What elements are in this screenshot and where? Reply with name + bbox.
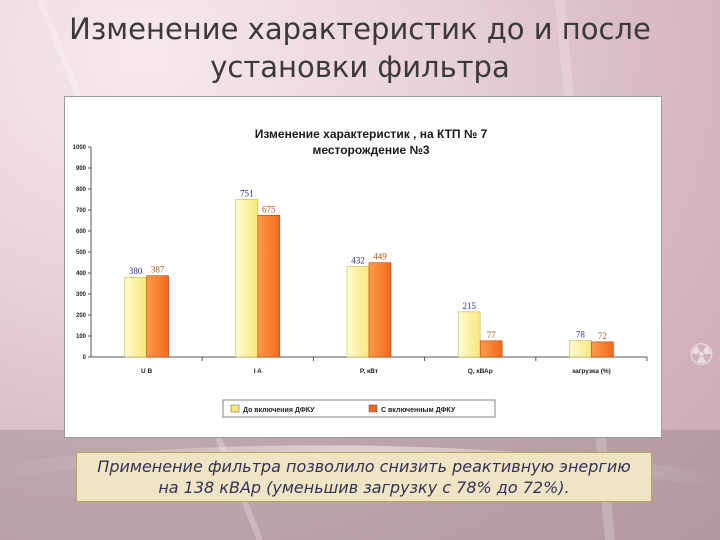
y-tick-label: 400 (76, 271, 87, 277)
y-tick-label: 500 (76, 250, 87, 256)
legend-swatch (230, 404, 240, 413)
bar-1 (569, 340, 592, 358)
y-tick-label: 900 (76, 166, 87, 172)
y-tick-label: 200 (76, 313, 87, 319)
category-label: U B (141, 368, 153, 375)
chart-title-line1: Изменение характеристик , на КТП № 7 (255, 127, 488, 141)
chart-frame: Изменение характеристик , на КТП № 7 мес… (64, 96, 662, 438)
bar-1 (346, 265, 370, 358)
data-label: 72 (598, 331, 607, 341)
category-label: Q, кВАр (468, 368, 493, 375)
bar-2 (257, 214, 281, 358)
legend-label: До включения ДФКУ (243, 407, 315, 414)
category-label: загрузка (%) (572, 368, 611, 375)
data-label: 380 (129, 266, 143, 276)
radiation-symbol-icon: ☢ (688, 339, 715, 372)
y-tick-label: 600 (76, 229, 87, 235)
slide-title-line1: Изменение характеристик до и после (69, 12, 651, 46)
y-tick-label: 0 (83, 355, 87, 361)
category-label: I A (254, 368, 262, 375)
slide-title: Изменение характеристик до и после устан… (0, 10, 720, 86)
bar-1 (457, 311, 481, 358)
y-tick-label: 800 (76, 187, 87, 193)
y-tick-label: 700 (76, 208, 87, 214)
plot-area: 0 100 200 300 400 500 600 700 800 900 1000 380 387 U … (73, 145, 648, 375)
slide-title-line2: установки фильтра (210, 50, 510, 84)
data-label: 449 (373, 252, 387, 262)
y-tick-label: 100 (76, 334, 87, 340)
bar-1 (235, 198, 259, 358)
chart-legend: До включения ДФКУ С включенным ДФКУ (222, 399, 496, 418)
data-label: 751 (240, 188, 254, 198)
bar-2 (591, 341, 614, 358)
data-label: 387 (151, 265, 165, 275)
data-label: 675 (262, 204, 276, 214)
conclusion-note: Применение фильтра позволило снизить реа… (76, 452, 652, 502)
chart-title-line2: месторождение №3 (312, 143, 429, 157)
bar-2 (479, 340, 503, 358)
bar-2 (146, 275, 169, 358)
bar-1 (124, 276, 147, 358)
legend-box (222, 399, 496, 418)
bar-chart: Изменение характеристик , на КТП № 7 мес… (73, 127, 648, 418)
category-label: P, кВт (360, 368, 378, 375)
conclusion-line1: Применение фильтра позволило снизить реа… (97, 457, 631, 476)
data-label: 78 (576, 330, 586, 340)
data-label: 215 (462, 301, 476, 311)
legend-label: С включенным ДФКУ (381, 407, 456, 414)
y-tick-label: 300 (76, 292, 87, 298)
data-label: 432 (351, 255, 365, 265)
legend-swatch (368, 404, 378, 413)
bar-2 (368, 262, 392, 358)
conclusion-line2: на 138 кВАр (уменьшив загрузку с 78% до … (158, 478, 570, 497)
y-tick-label: 1000 (73, 145, 87, 151)
data-label: 77 (487, 330, 497, 340)
